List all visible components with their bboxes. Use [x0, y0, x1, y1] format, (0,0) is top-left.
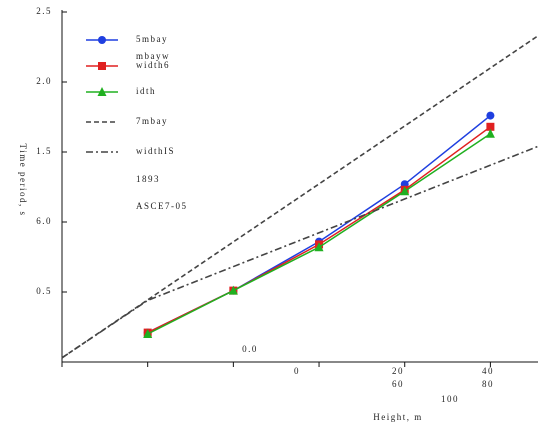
marker [97, 87, 107, 96]
marker [486, 122, 495, 131]
x-tick-label: 0 [294, 366, 300, 376]
marker [314, 242, 324, 252]
marker [98, 62, 106, 70]
legend-label: 5mbay [136, 34, 168, 44]
x-tick-label: 40 [482, 366, 494, 376]
series-line [61, 145, 539, 359]
x-tick-label: 80 [482, 379, 494, 389]
marker [228, 285, 238, 295]
x-axis-label: Height, m [373, 412, 423, 422]
marker [486, 111, 495, 120]
y-tick-label: 2.0 [36, 76, 52, 86]
legend-note: mbayw [136, 51, 170, 61]
y-tick-label: 6.0 [36, 216, 52, 226]
legend-label: widthIS [136, 146, 175, 156]
y-tick-label: 0.5 [36, 286, 52, 296]
y-tick-label: 2.5 [36, 6, 52, 16]
legend-label: width6 [136, 60, 170, 70]
legend-note: 1893 [136, 174, 160, 184]
legend-note: ASCE7-05 [136, 201, 188, 211]
marker [485, 128, 495, 138]
x-tick-label: 60 [392, 379, 404, 389]
marker [98, 36, 106, 44]
legend-label: idth [136, 86, 156, 96]
marker [143, 329, 153, 338]
x-tick-label: 100 [441, 394, 459, 404]
legend-label: 7mbay [136, 116, 168, 126]
series-line [147, 115, 491, 334]
y-tick-label: 1.5 [36, 146, 52, 156]
marker [400, 186, 410, 196]
x-tick-label: 20 [392, 366, 404, 376]
y-tick-label: 0.0 [242, 344, 258, 354]
y-axis-label: Time period, s [18, 144, 28, 217]
